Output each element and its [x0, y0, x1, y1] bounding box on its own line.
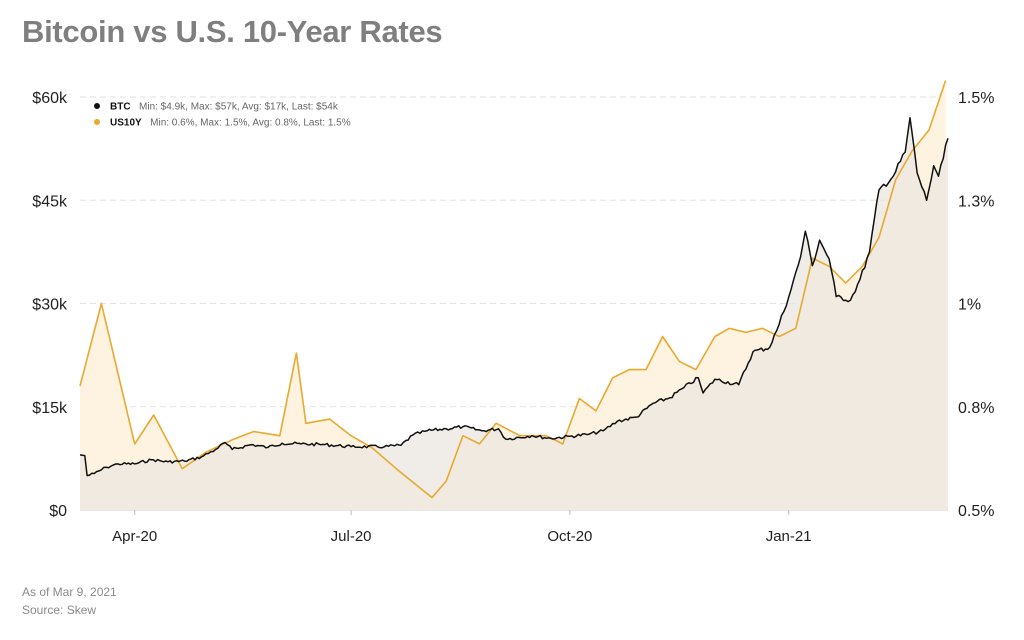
left-axis-tick-label: $30k	[32, 297, 68, 314]
right-axis-ticks: 0.5% 0.8% 1% 1.3% 1.5%	[958, 90, 994, 520]
x-axis-tick-label: Jul-20	[331, 528, 372, 545]
us10y-legend-name: US10Y	[110, 118, 142, 129]
right-axis-tick-label: 1.3%	[958, 193, 994, 210]
as-of-note: As of Mar 9, 2021	[22, 585, 117, 599]
right-axis-tick-label: 1%	[958, 297, 981, 314]
x-axis-tick-label: Apr-20	[112, 528, 157, 545]
x-axis-ticks: Apr-20 Jul-20 Oct-20 Jan-21	[112, 510, 812, 545]
btc-area	[80, 117, 948, 510]
us10y-legend-stats: Min: 0.6%, Max: 1.5%, Avg: 0.8%, Last: 1…	[150, 118, 351, 129]
right-axis-tick-label: 0.8%	[958, 400, 994, 417]
chart-title: Bitcoin vs U.S. 10-Year Rates	[22, 14, 443, 49]
left-axis-tick-label: $60k	[32, 90, 68, 107]
left-axis-tick-label: $45k	[32, 193, 68, 210]
chart-svg: $0 $15k $30k $45k $60k 0.5% 0.8% 1% 1.3% 1.5% Ap…	[32, 80, 994, 545]
right-axis-tick-label: 1.5%	[958, 90, 994, 107]
legend: BTC Min: $4.9k, Max: $57k, Avg: $17k, La…	[94, 97, 351, 130]
left-axis-tick-label: $0	[49, 503, 67, 520]
us10y-legend-dot	[94, 119, 100, 125]
btc-line	[79, 116, 949, 477]
x-axis-tick-label: Oct-20	[547, 528, 592, 545]
source-note: Source: Skew	[22, 603, 97, 617]
right-axis-tick-label: 0.5%	[958, 503, 994, 520]
btc-legend-name: BTC	[110, 102, 131, 113]
left-axis-ticks: $0 $15k $30k $45k $60k	[32, 90, 68, 520]
svg-text:BTC Min: $4.9k, Max: $57: BTC Min: $4.9k, Max: $57k, Avg: $17k, La…	[110, 97, 339, 114]
left-axis-tick-label: $15k	[32, 400, 68, 417]
svg-text:US10Y Min: 0.6%, Max: 1.: US10Y Min: 0.6%, Max: 1.5%, Avg: 0.8%, L…	[110, 113, 351, 130]
us10y-line	[79, 80, 947, 499]
btc-legend-stats: Min: $4.9k, Max: $57k, Avg: $17k, Last: …	[139, 102, 339, 113]
x-axis-tick-label: Jan-21	[766, 528, 812, 545]
btc-legend-dot	[94, 103, 100, 109]
